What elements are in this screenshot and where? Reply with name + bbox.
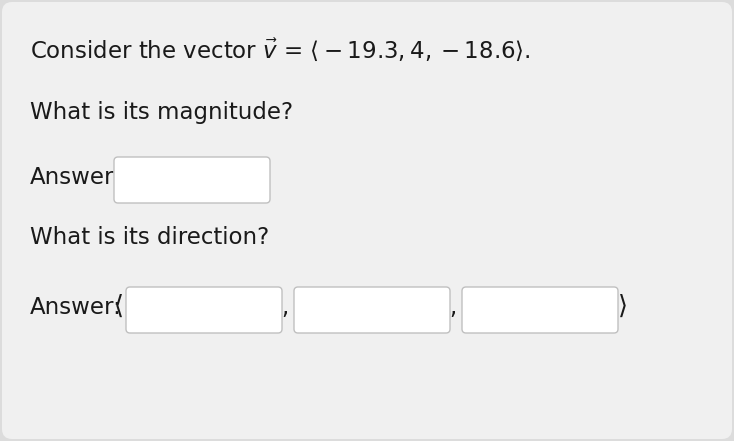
Text: What is its direction?: What is its direction? xyxy=(30,226,269,249)
Text: Answer:: Answer: xyxy=(30,296,122,319)
Text: ⟨: ⟨ xyxy=(114,294,124,320)
Text: What is its magnitude?: What is its magnitude? xyxy=(30,101,293,124)
FancyBboxPatch shape xyxy=(294,287,450,333)
Text: ,: , xyxy=(281,296,288,319)
Text: Answer:: Answer: xyxy=(30,166,122,189)
FancyBboxPatch shape xyxy=(126,287,282,333)
Text: ⟩: ⟩ xyxy=(618,294,628,320)
FancyBboxPatch shape xyxy=(462,287,618,333)
Text: Consider the vector $\vec{v}$ = $\langle -19.3, 4, -18.6\rangle$.: Consider the vector $\vec{v}$ = $\langle… xyxy=(30,36,531,63)
Text: ,: , xyxy=(449,296,457,319)
FancyBboxPatch shape xyxy=(114,157,270,203)
